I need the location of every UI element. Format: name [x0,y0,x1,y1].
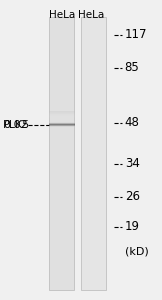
Text: HeLa: HeLa [78,11,105,20]
Bar [81,16,106,290]
Text: 26: 26 [125,190,140,203]
Text: 85: 85 [125,61,139,74]
Text: HeLa: HeLa [49,11,75,20]
Text: (kD): (kD) [125,247,149,257]
Text: 0.02: 0.02 [3,119,28,130]
Text: 34: 34 [125,157,140,170]
Text: 48: 48 [125,116,140,130]
Bar [49,16,74,290]
Text: 19: 19 [125,220,140,233]
Text: 117: 117 [125,28,147,41]
Text: PLK5: PLK5 [3,119,30,130]
